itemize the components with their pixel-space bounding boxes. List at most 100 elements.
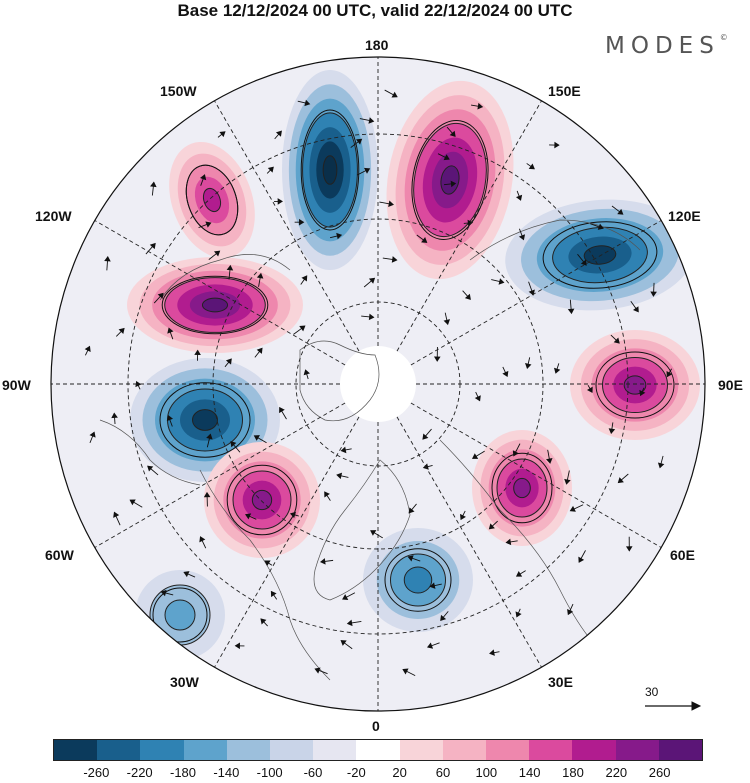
circulation-streamline <box>384 548 452 612</box>
colorbar-tick-label: 20 <box>392 765 407 780</box>
wind-arrow <box>208 250 221 260</box>
label-90w: 90W <box>2 377 31 393</box>
wind-arrow <box>145 242 156 255</box>
meridian-line <box>94 402 346 548</box>
wind-arrow <box>610 334 620 344</box>
meridian-line <box>214 416 360 668</box>
wind-arrow <box>382 256 398 263</box>
copyright-mark: © <box>719 33 728 42</box>
colorbar-swatch <box>442 740 487 760</box>
wind-arrow <box>342 592 356 600</box>
wind-arrow <box>443 180 457 188</box>
wind-arrow <box>300 275 308 285</box>
wind-arrow <box>553 363 561 374</box>
circulation-streamline <box>411 120 489 240</box>
wind-arrow <box>608 422 616 435</box>
meridian-line <box>410 220 662 366</box>
wind-arrow <box>525 357 532 369</box>
wind-arrow <box>279 406 287 420</box>
wind-arrow <box>115 327 125 337</box>
wind-arrow <box>446 126 456 137</box>
wind-arrow <box>505 538 518 546</box>
colorbar-swatch <box>313 740 357 760</box>
circulation-streamline <box>159 382 251 458</box>
wind-arrow <box>167 327 174 340</box>
anomaly-contour <box>202 187 222 213</box>
wind-arrow <box>224 358 232 368</box>
wind-arrow <box>443 312 451 326</box>
reference-vector-arrow <box>645 701 702 711</box>
colorbar-tick-label: -220 <box>126 765 153 780</box>
wind-arrow <box>297 99 311 107</box>
wind-arrow <box>564 470 571 485</box>
wind-arrow <box>84 345 91 356</box>
map-disc <box>51 57 705 711</box>
anomaly-contour <box>583 245 617 265</box>
label-60e: 60E <box>670 547 695 563</box>
wind-arrow <box>429 582 442 589</box>
colorbar-swatch <box>226 740 271 760</box>
wind-arrow <box>440 611 449 622</box>
label-30w: 30W <box>170 674 199 690</box>
wind-arrow <box>346 619 362 627</box>
colorbar-swatch <box>658 740 703 760</box>
wind-arrow <box>471 450 485 459</box>
anomaly-contour <box>440 165 460 195</box>
colorbar-swatch <box>97 740 141 760</box>
wind-arrow <box>111 412 118 425</box>
wind-arrow <box>340 446 352 454</box>
wind-arrow <box>264 560 273 567</box>
wind-arrow <box>384 89 398 98</box>
wind-arrow <box>294 218 305 226</box>
colorbar-swatch <box>140 740 184 760</box>
wind-arrow <box>270 590 278 600</box>
colorbar-swatch <box>54 740 98 760</box>
anomaly-field <box>127 70 700 660</box>
wind-arrow <box>512 443 521 457</box>
wind-arrow <box>567 299 575 315</box>
colorbar-swatch <box>183 740 227 760</box>
reference-vector-label: 30 <box>645 685 659 699</box>
wind-arrow <box>350 138 363 148</box>
wind-arrow <box>408 503 417 514</box>
anomaly-contour <box>201 297 229 313</box>
wind-arrow <box>266 166 274 174</box>
meridian-line <box>214 100 360 352</box>
wind-arrow <box>379 200 394 207</box>
colorbar-tick-label: -60 <box>303 765 323 780</box>
label-30e: 30E <box>548 674 573 690</box>
wind-arrow <box>630 301 639 313</box>
wind-arrow <box>422 428 432 440</box>
wind-vectors <box>84 89 673 677</box>
meridian-line <box>410 402 662 548</box>
wind-arrow <box>518 228 526 241</box>
wind-arrow <box>256 272 264 287</box>
brand-text: MODES <box>605 33 720 59</box>
colorbar-tick-label: 220 <box>605 765 628 780</box>
wind-arrow <box>625 536 633 552</box>
anomaly-contour <box>322 155 338 185</box>
circulation-streamline <box>152 587 208 643</box>
wind-arrow <box>153 292 164 304</box>
wind-arrow <box>113 511 121 526</box>
colorbar-tick-label: 60 <box>435 765 451 780</box>
colorbar-swatch <box>615 740 659 760</box>
wind-arrow <box>150 181 157 196</box>
wind-arrow <box>199 536 207 549</box>
wind-arrow <box>303 369 310 380</box>
label-60w: 60W <box>45 547 74 563</box>
wind-arrow <box>340 640 353 650</box>
wind-arrow <box>260 618 268 627</box>
wind-arrow <box>590 223 604 230</box>
colorbar-ticks: -260 -220 -180 -140 -100 -60 -20 20 60 100 140 180 2… <box>0 765 750 783</box>
wind-arrow <box>416 234 428 243</box>
colorbar-swatch <box>572 740 616 760</box>
wind-arrow <box>515 570 526 577</box>
colorbar-swatch <box>356 740 400 760</box>
circulation-streamline <box>226 464 298 536</box>
wind-arrow <box>639 387 646 397</box>
wind-arrow <box>666 368 673 378</box>
wind-arrow <box>488 520 498 530</box>
wind-arrow <box>491 278 505 285</box>
colorbar-swatch <box>399 740 443 760</box>
